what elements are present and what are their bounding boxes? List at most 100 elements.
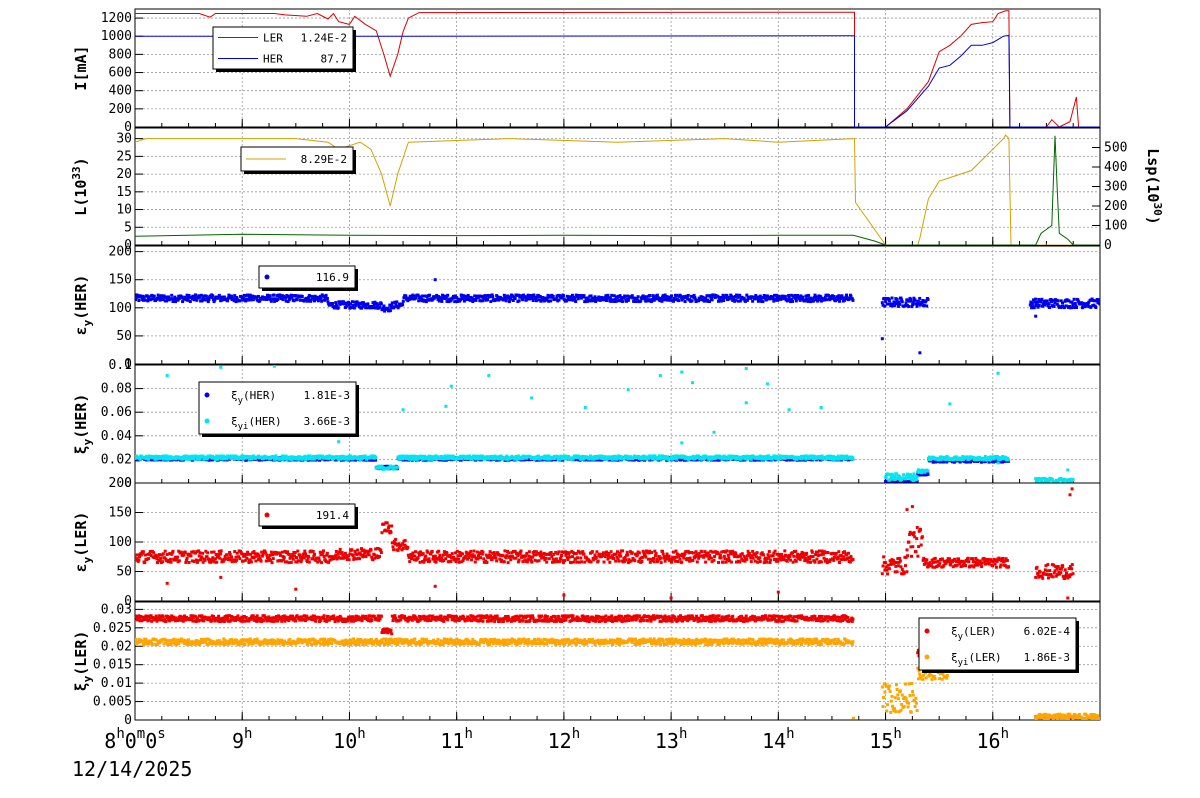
data-point	[557, 298, 561, 302]
data-point	[553, 457, 557, 460]
data-point	[392, 467, 396, 471]
data-point	[219, 549, 223, 553]
data-point	[1036, 305, 1040, 309]
data-point	[233, 294, 237, 298]
data-point	[486, 455, 489, 459]
data-point	[311, 550, 315, 553]
data-point	[190, 297, 194, 301]
data-point	[849, 294, 853, 298]
data-point	[987, 460, 991, 464]
data-point	[264, 296, 268, 300]
data-point	[282, 558, 286, 562]
data-point	[343, 551, 347, 555]
data-point	[592, 299, 596, 302]
data-point	[883, 304, 887, 308]
data-point	[773, 293, 776, 297]
data-point	[496, 551, 500, 555]
data-point	[639, 299, 643, 303]
data-point	[278, 551, 282, 555]
data-point	[848, 297, 852, 301]
y-tick-label: 200	[109, 102, 132, 117]
data-point	[152, 551, 156, 555]
data-point	[1089, 305, 1093, 309]
data-point	[1035, 300, 1039, 304]
data-point	[806, 299, 810, 303]
data-point	[1071, 303, 1075, 307]
data-point	[772, 454, 776, 458]
data-point	[366, 302, 370, 306]
data-point	[728, 454, 732, 458]
data-point	[327, 560, 331, 564]
data-point	[255, 295, 259, 299]
data-point	[663, 293, 667, 297]
data-point	[375, 554, 379, 558]
y-tick-label: 15	[116, 185, 132, 200]
data-point	[179, 550, 183, 554]
data-point	[1055, 302, 1059, 306]
data-point	[425, 455, 429, 459]
data-point	[168, 557, 172, 561]
y2-tick-label: 400	[1104, 160, 1127, 175]
data-point	[432, 555, 435, 558]
data-point	[920, 301, 924, 304]
data-point	[524, 295, 527, 299]
data-point	[783, 294, 787, 298]
data-layer	[135, 487, 1075, 600]
data-point	[540, 298, 544, 302]
y-tick-label: 150	[109, 273, 132, 288]
data-point	[660, 299, 664, 303]
data-point	[290, 457, 294, 461]
data-point	[307, 560, 311, 564]
data-point	[173, 558, 177, 562]
data-point	[473, 294, 477, 298]
data-point	[406, 553, 410, 557]
data-point	[613, 454, 617, 458]
series-line-lsp	[135, 135, 1100, 245]
data-point	[571, 298, 575, 302]
data-point	[291, 552, 295, 556]
data-point	[173, 295, 177, 299]
data-point	[141, 550, 145, 554]
data-point	[547, 299, 551, 303]
data-point	[319, 297, 323, 301]
data-point	[690, 299, 694, 303]
data-point	[293, 551, 297, 554]
data-point	[417, 553, 421, 557]
data-point	[610, 293, 614, 297]
data-point	[234, 457, 238, 461]
data-point	[513, 296, 517, 300]
data-point	[168, 552, 172, 556]
data-point	[845, 454, 848, 458]
data-point	[396, 306, 400, 310]
data-point	[241, 457, 245, 461]
data-point	[470, 296, 474, 300]
data-point	[708, 455, 712, 459]
data-point	[278, 553, 282, 557]
data-point	[254, 559, 258, 563]
data-point	[502, 298, 506, 302]
data-point	[605, 299, 609, 302]
data-point	[264, 551, 268, 555]
data-point	[1034, 297, 1037, 301]
data-point	[829, 454, 833, 458]
data-point	[341, 553, 345, 557]
data-point	[952, 460, 956, 464]
data-point	[542, 299, 546, 303]
data-point	[481, 299, 485, 303]
data-point	[424, 554, 428, 558]
data-point	[247, 298, 251, 302]
data-point	[419, 297, 423, 300]
legend-box	[198, 381, 357, 435]
y-tick-label: 5	[124, 220, 132, 235]
data-point	[504, 457, 508, 461]
data-point	[482, 557, 486, 561]
data-point	[648, 294, 652, 297]
data-point	[507, 300, 511, 304]
data-point	[147, 457, 150, 461]
data-point	[412, 558, 416, 562]
data-point	[571, 457, 575, 461]
outlier-point	[787, 408, 791, 412]
legend-name: HER	[263, 53, 283, 66]
data-point	[356, 548, 360, 552]
data-point	[673, 298, 677, 302]
